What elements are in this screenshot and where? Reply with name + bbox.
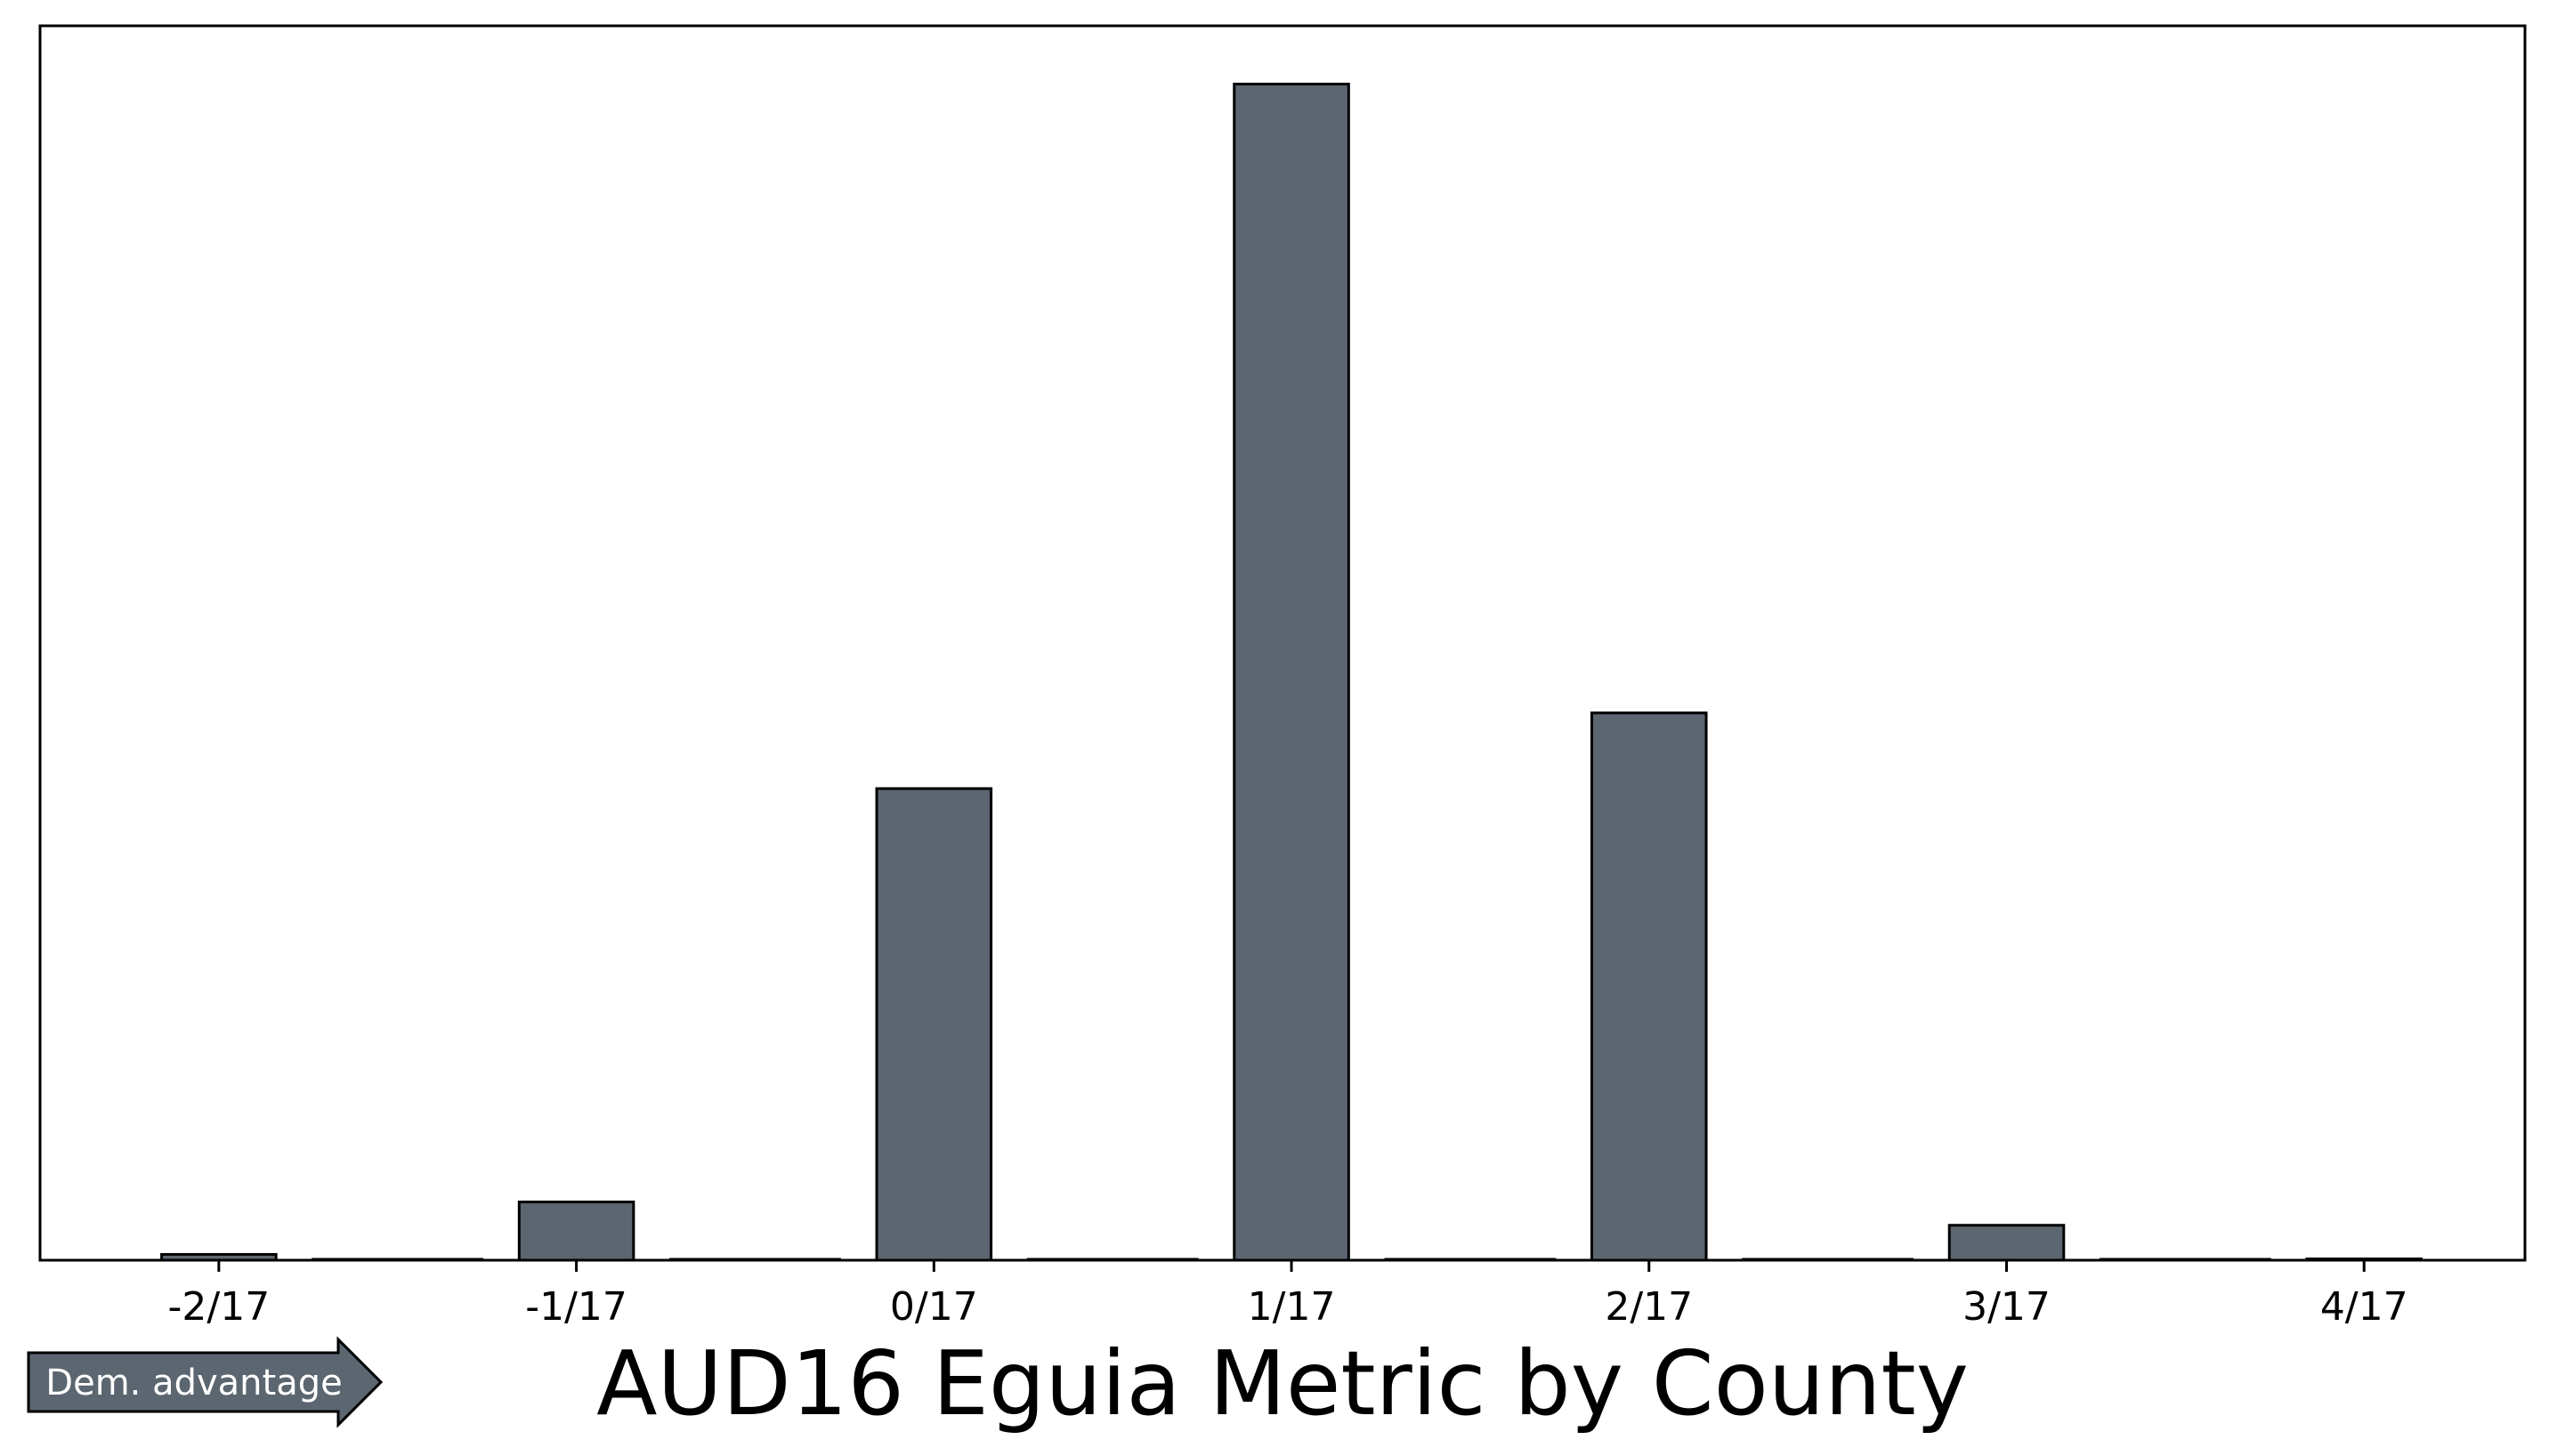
dem-advantage-arrow: Dem. advantage <box>27 1336 384 1428</box>
x-tick-label: 2/17 <box>1605 1284 1693 1330</box>
bar-2/17 <box>1590 711 1708 1262</box>
dem-advantage-label: Dem. advantage <box>45 1363 342 1403</box>
x-tick-label: 0/17 <box>890 1284 978 1330</box>
bar--1/17 <box>517 1201 635 1262</box>
bar-3/17 <box>1947 1224 2066 1262</box>
plot-frame <box>38 24 2527 1262</box>
x-tick-label: -2/17 <box>168 1284 271 1330</box>
chart-title: AUD16 Eguia Metric by County <box>596 1331 1969 1436</box>
arrow-right-icon <box>27 1336 384 1428</box>
x-axis-ticks: -2/17 -1/17 0/17 1/17 2/17 3/17 4/17 <box>168 1260 2408 1330</box>
x-tick-label: 3/17 <box>1962 1284 2051 1330</box>
x-tick-label: 4/17 <box>2320 1284 2408 1330</box>
bar-1/17 <box>1233 82 1350 1262</box>
x-tick-label: 1/17 <box>1248 1284 1336 1330</box>
bars <box>160 82 2423 1262</box>
bar-0/17 <box>875 787 993 1262</box>
x-tick-label: -1/17 <box>525 1284 627 1330</box>
